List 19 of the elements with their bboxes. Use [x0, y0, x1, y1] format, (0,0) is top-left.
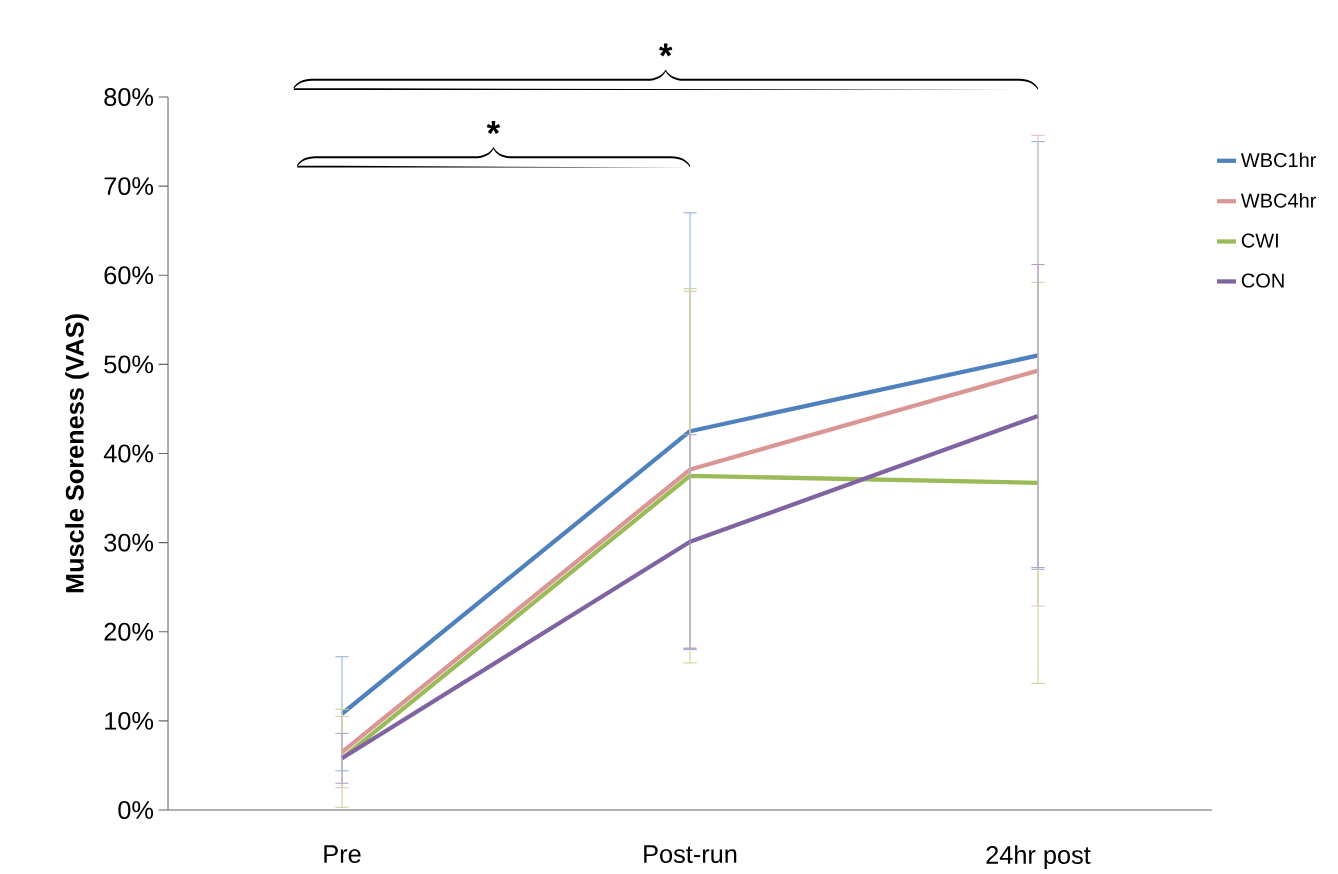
y-tick-label: 80%: [104, 88, 154, 106]
x-tick-label: Post-run: [644, 845, 737, 864]
x-tick-label: Pre: [324, 845, 361, 864]
y-tick-label: 60%: [104, 266, 154, 285]
x-tick-label: 24hr post: [986, 845, 1091, 869]
legend-label: WBC1hr: [1240, 152, 1317, 168]
y-tick-label: 20%: [104, 622, 154, 641]
legend-label: WBC4hr: [1240, 193, 1317, 208]
y-tick-label: 10%: [105, 711, 154, 730]
y-tick-label: 30%: [104, 533, 154, 552]
y-tick-label: 70%: [104, 177, 154, 196]
text: *: [659, 43, 673, 57]
y-tick-label: 50%: [104, 355, 154, 374]
y-tick-label: 0%: [118, 801, 154, 819]
y-axis-title: Muscle Soreness (VAS): [65, 314, 89, 593]
y-tick-label: 40%: [103, 444, 154, 463]
annotation: *: [486, 121, 501, 134]
legend-label: CON: [1241, 273, 1284, 288]
legend-label: CWI: [1241, 233, 1278, 248]
